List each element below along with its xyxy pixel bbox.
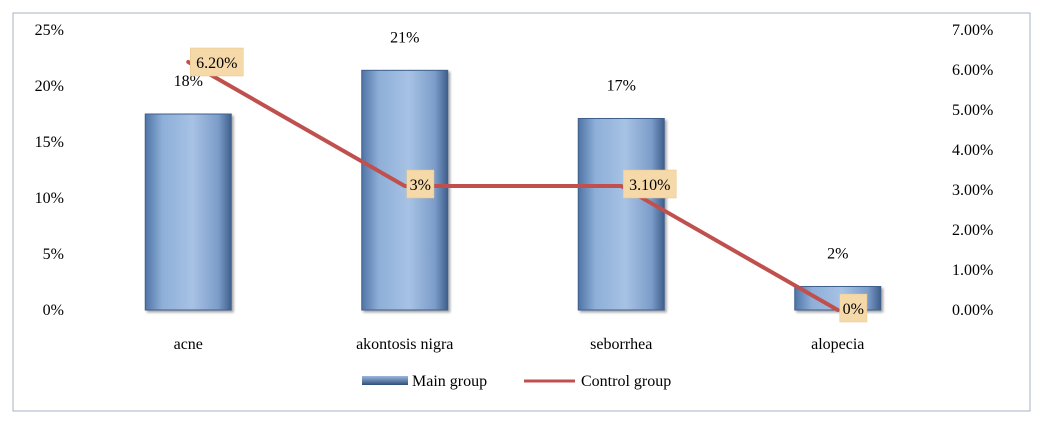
left-axis-tick-label: 15% xyxy=(35,134,64,151)
category-axis-labels: acne akontosis nigra seborrhea alopecia xyxy=(174,336,865,353)
bar-akontosis-nigra xyxy=(361,69,449,311)
legend-label-main-group: Main group xyxy=(412,373,487,390)
line-data-label-box xyxy=(623,169,677,199)
bar-data-label: 21% xyxy=(390,29,419,46)
category-label: akontosis nigra xyxy=(356,336,453,353)
right-axis-tick-label: 5.00% xyxy=(952,102,993,119)
right-axis-tick-label: 0.00% xyxy=(952,302,993,319)
left-axis-tick-label: 25% xyxy=(35,22,64,39)
legend: Main group Control group xyxy=(362,373,671,390)
legend-label-control-group: Control group xyxy=(581,373,671,390)
bar-alopecia xyxy=(794,285,882,311)
right-axis-tick-label: 7.00% xyxy=(952,22,993,39)
category-label: seborrhea xyxy=(590,336,652,353)
bar-series-main-group xyxy=(144,69,882,311)
bar-data-label: 2% xyxy=(827,245,848,262)
right-axis: 0.00% 1.00% 2.00% 3.00% 4.00% 5.00% 6.00% 7.00% xyxy=(952,22,993,319)
right-axis-tick-label: 1.00% xyxy=(952,262,993,279)
bar-data-labels: 18% 21% 17% 2% xyxy=(174,29,849,262)
line-data-label-box xyxy=(406,169,435,199)
right-axis-tick-label: 2.00% xyxy=(952,222,993,239)
line-data-label-box xyxy=(190,47,244,77)
category-label: acne xyxy=(174,336,203,353)
line-data-label: 3.10% xyxy=(629,177,670,194)
left-axis-tick-label: 0% xyxy=(43,302,64,319)
category-label: alopecia xyxy=(811,336,864,353)
left-axis: 0% 5% 10% 15% 20% 25% xyxy=(35,22,64,319)
line-data-label-box xyxy=(839,293,868,323)
control-group-line xyxy=(186,60,840,312)
bar-data-label: 17% xyxy=(607,77,636,94)
line-data-label: 6.20% xyxy=(196,55,237,72)
bar-acne xyxy=(144,113,232,311)
right-axis-tick-label: 3.00% xyxy=(952,182,993,199)
right-axis-tick-label: 6.00% xyxy=(952,62,993,79)
left-axis-tick-label: 10% xyxy=(35,190,64,207)
line-data-labels: 6.20% 3% 3.10% 0% xyxy=(190,47,868,323)
left-axis-tick-label: 20% xyxy=(35,78,64,95)
line-data-label: 3% xyxy=(410,177,431,194)
bar-seborrhea xyxy=(577,117,665,311)
left-axis-tick-label: 5% xyxy=(43,246,64,263)
legend-swatch-main-group xyxy=(362,376,408,385)
line-data-label: 0% xyxy=(843,301,864,318)
line-series-control-group xyxy=(186,60,840,312)
bar-data-label: 18% xyxy=(174,73,203,90)
right-axis-tick-label: 4.00% xyxy=(952,142,993,159)
